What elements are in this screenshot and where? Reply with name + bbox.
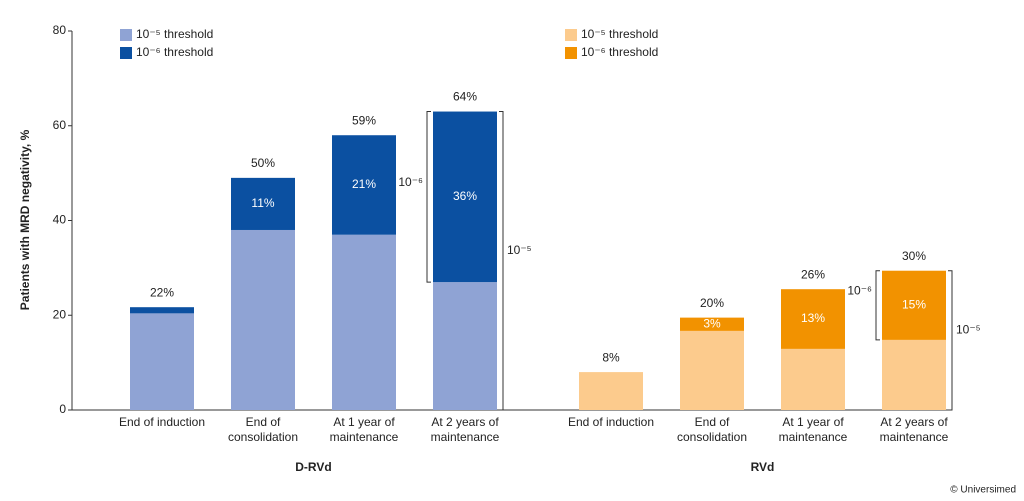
bracket-label: 10⁻⁶	[847, 283, 872, 297]
bracket-label: 10⁻⁵	[507, 243, 532, 257]
x-tick-line: End of	[246, 415, 281, 429]
x-tick-line: At 2 years of	[880, 415, 948, 429]
value-label: 21%	[352, 177, 376, 191]
value-label: 13%	[801, 311, 825, 325]
value-label: 3%	[703, 316, 721, 330]
x-tick-label: End of induction	[119, 415, 205, 429]
x-tick-line: maintenance	[431, 430, 500, 444]
x-tick-line: At 2 years of	[431, 415, 499, 429]
legend-swatch	[565, 47, 577, 59]
total-label: 50%	[251, 156, 275, 170]
group-label: D-RVd	[295, 460, 331, 474]
value-label: 11%	[251, 196, 274, 210]
bar-segment	[433, 111, 497, 283]
x-tick-line: At 1 year of	[333, 415, 395, 429]
x-tick-line: maintenance	[779, 430, 848, 444]
legend-swatch	[565, 29, 577, 41]
x-tick-line: consolidation	[228, 430, 298, 444]
x-tick-label: At 2 years of maintenance	[880, 415, 949, 444]
x-tick-line: End of induction	[568, 415, 654, 429]
total-label: 64%	[453, 90, 477, 104]
credit: © Universimed	[950, 485, 1016, 496]
value-label: 15%	[902, 297, 926, 311]
total-label: 8%	[602, 350, 620, 364]
bar-segment	[882, 270, 946, 340]
group-label: RVd	[751, 460, 775, 474]
legend-swatch	[120, 47, 132, 59]
total-label: 59%	[352, 113, 376, 127]
x-tick-line: maintenance	[330, 430, 399, 444]
value-label: 36%	[453, 189, 477, 203]
x-tick-label: At 1 year of maintenance	[779, 415, 848, 444]
x-tick-label: End of consolidation	[677, 415, 747, 444]
bracket	[948, 270, 953, 411]
bracket	[875, 270, 880, 341]
legend-label: 10⁻⁵ threshold	[136, 27, 213, 41]
x-tick-label: At 2 years of maintenance	[431, 415, 500, 444]
bar-segment	[231, 177, 295, 230]
x-tick-label: At 1 year of maintenance	[330, 415, 399, 444]
bar-segment	[579, 372, 643, 410]
legend-label: 10⁻⁶ threshold	[581, 45, 658, 59]
y-axis-label: Patients with MRD negativity, %	[18, 129, 32, 310]
bar-segment	[130, 307, 194, 314]
bracket	[499, 111, 504, 411]
y-tick-label: 0	[59, 402, 66, 416]
bracket	[426, 111, 431, 283]
x-tick-label: End of consolidation	[228, 415, 298, 444]
total-label: 26%	[801, 267, 825, 281]
x-tick-label: End of induction	[568, 415, 654, 429]
x-tick-line: End of induction	[119, 415, 205, 429]
x-tick-line: consolidation	[677, 430, 747, 444]
y-tick-label: 80	[53, 23, 67, 37]
legend-label: 10⁻⁵ threshold	[581, 27, 658, 41]
x-tick-line: maintenance	[880, 430, 949, 444]
bracket-label: 10⁻⁵	[956, 323, 981, 337]
bracket-label: 10⁻⁶	[398, 175, 423, 189]
bar-segment	[433, 282, 497, 410]
y-tick-label: 20	[53, 307, 67, 321]
bar-segment	[680, 330, 744, 410]
total-label: 30%	[902, 249, 926, 263]
bar-segment	[130, 313, 194, 410]
x-tick-line: At 1 year of	[782, 415, 844, 429]
legend-swatch	[120, 29, 132, 41]
total-label: 20%	[700, 296, 724, 310]
bar-segment	[231, 229, 295, 410]
y-tick-label: 40	[53, 213, 67, 227]
bar-segment	[781, 289, 845, 349]
bar-segment	[882, 339, 946, 410]
legend-label: 10⁻⁶ threshold	[136, 45, 213, 59]
bar-segment	[680, 317, 744, 331]
bar-segment	[332, 135, 396, 235]
bar-segment	[332, 234, 396, 410]
bar-segment	[781, 348, 845, 410]
y-tick-label: 60	[53, 118, 67, 132]
total-label: 22%	[150, 285, 174, 299]
x-tick-line: End of	[695, 415, 730, 429]
